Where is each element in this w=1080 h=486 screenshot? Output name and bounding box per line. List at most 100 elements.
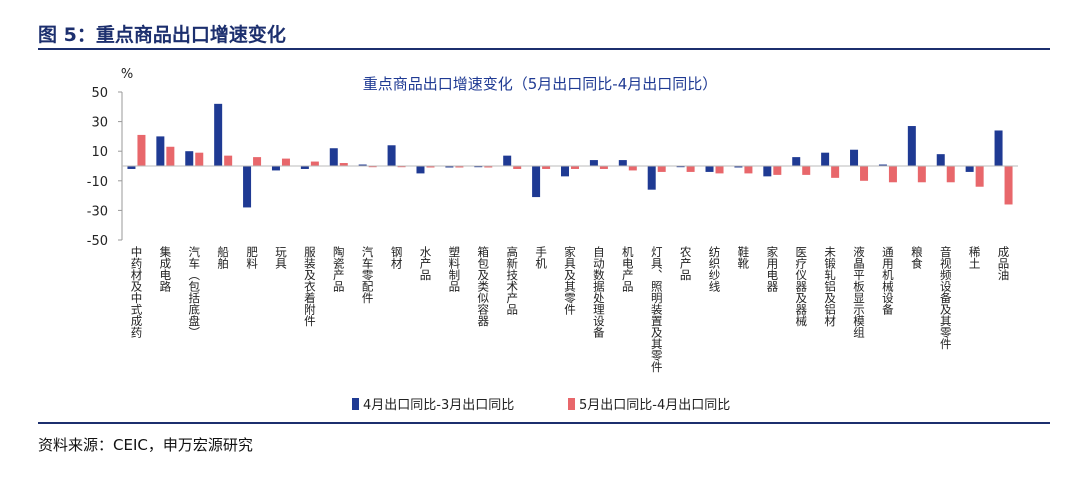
- bar-series1-26: [850, 149, 859, 166]
- x-tick-label: 未锻轧铝及铝材: [823, 246, 837, 327]
- bar-series2-30: [975, 166, 984, 187]
- x-tick-label: 塑料制品: [447, 245, 461, 292]
- bar-series1-14: [503, 155, 512, 166]
- y-unit-label: %: [121, 67, 133, 82]
- bar-series2-26: [860, 166, 869, 181]
- y-tick-label: 50: [91, 86, 108, 101]
- x-tick-label: 汽车零配件: [361, 245, 375, 304]
- bar-series2-11: [426, 166, 435, 168]
- bar-series1-2: [156, 136, 165, 166]
- bar-series2-1: [137, 134, 146, 166]
- bar-series2-12: [455, 166, 464, 168]
- x-tick-label: 玩具: [274, 246, 288, 269]
- bar-series1-12: [445, 166, 454, 168]
- bar-series2-10: [397, 166, 406, 168]
- bar-series1-31: [994, 130, 1003, 166]
- x-tick-label: 手机: [534, 245, 548, 269]
- bar-series1-20: [676, 166, 685, 168]
- x-tick-label: 农产品: [679, 245, 693, 280]
- x-tick-label: 灯具、照明装置及其零件: [650, 246, 664, 373]
- x-tick-label: 机电产品: [621, 245, 635, 292]
- bar-series1-7: [300, 166, 309, 169]
- bar-series1-17: [589, 160, 598, 166]
- bar-series2-25: [831, 166, 840, 178]
- bar-series2-3: [195, 152, 204, 166]
- bar-series2-2: [166, 146, 175, 166]
- bar-series2-4: [224, 155, 233, 166]
- bar-series2-17: [599, 166, 608, 169]
- legend-label-series2: 5月出口同比-4月出口同比: [579, 398, 730, 413]
- bar-series1-10: [387, 145, 396, 166]
- bar-series2-23: [773, 166, 782, 175]
- x-tick-label: 钢材: [390, 246, 404, 269]
- bar-series1-15: [532, 166, 541, 198]
- legend-swatch-series2: [568, 398, 575, 410]
- x-axis: 中药材及中式成药 集成电路 汽车（包括底盘） 船舶 肥料 玩具 服装及衣着附件 陶瓷产品 汽车零…: [122, 165, 1018, 373]
- bar-series2-24: [802, 166, 811, 175]
- x-tick-label: 服装及衣着附件: [303, 246, 317, 327]
- bar-series1-1: [127, 166, 136, 169]
- bar-series1-25: [821, 152, 830, 166]
- bars: [127, 103, 1013, 208]
- bar-series1-11: [416, 166, 425, 174]
- x-tick-label: 集成电路: [158, 245, 172, 293]
- bar-series1-27: [878, 164, 887, 166]
- bar-series1-24: [792, 157, 801, 166]
- bar-series1-3: [185, 151, 194, 166]
- x-tick-label: 自动数据处理设备: [592, 246, 606, 339]
- x-tick-label: 粮食: [910, 245, 924, 270]
- bar-series2-18: [628, 166, 637, 171]
- bar-series2-15: [542, 166, 551, 169]
- chart-title: 重点商品出口增速变化（5月出口同比-4月出口同比）: [363, 75, 718, 93]
- bar-series1-5: [243, 166, 252, 208]
- bar-series1-19: [647, 166, 656, 190]
- legend-label-series1: 4月出口同比-3月出口同比: [363, 398, 514, 413]
- bar-series2-14: [513, 166, 522, 169]
- bar-series1-13: [474, 166, 483, 168]
- x-tick-label: 家用电器: [765, 245, 779, 293]
- bar-series1-6: [271, 166, 280, 171]
- bar-series2-20: [686, 166, 695, 172]
- bar-series2-31: [1004, 166, 1013, 205]
- bar-series2-13: [484, 166, 493, 168]
- x-tick-label: 船舶: [216, 245, 230, 270]
- y-axis: 50 30 10 -10 -30 -50: [87, 86, 123, 249]
- x-tick-label: 通用机械设备: [881, 246, 895, 316]
- y-tick-label: -10: [87, 175, 108, 190]
- bar-series1-29: [936, 154, 945, 166]
- y-tick-label: -30: [87, 204, 108, 219]
- bar-series2-22: [744, 166, 753, 174]
- legend: 4月出口同比-3月出口同比 5月出口同比-4月出口同比: [352, 398, 730, 413]
- figure-title: 图 5：重点商品出口增速变化: [38, 24, 286, 46]
- x-tick-label: 肥料: [245, 246, 259, 270]
- y-tick-label: 30: [91, 116, 108, 131]
- bar-series2-29: [946, 166, 955, 183]
- bar-series1-23: [763, 166, 772, 177]
- source-note: 资料来源：CEIC，申万宏源研究: [38, 436, 253, 454]
- bar-series1-16: [561, 166, 569, 177]
- bar-series2-16: [571, 166, 579, 169]
- bar-series2-6: [281, 158, 290, 166]
- bar-series1-21: [705, 166, 714, 172]
- x-tick-label: 箱包及类似容器: [476, 245, 490, 327]
- x-tick-label: 纺织纱线: [708, 245, 722, 292]
- x-tick-label: 稀土: [968, 246, 982, 269]
- legend-swatch-series1: [352, 398, 359, 410]
- bar-series2-8: [339, 163, 348, 166]
- y-tick-label: 10: [91, 145, 108, 160]
- bar-series1-30: [965, 166, 974, 172]
- x-tick-label: 音视频设备及其零件: [939, 245, 953, 350]
- bar-series1-8: [329, 148, 338, 166]
- x-tick-label: 高新技术产品: [505, 245, 519, 315]
- bar-series1-28: [907, 126, 916, 166]
- bar-series2-5: [253, 157, 262, 166]
- bar-series2-28: [917, 166, 926, 183]
- bar-series2-9: [368, 166, 377, 168]
- bar-series2-27: [888, 166, 897, 183]
- x-tick-label: 陶瓷产品: [332, 245, 346, 292]
- x-tick-label: 中药材及中式成药: [129, 246, 143, 339]
- bar-series1-4: [214, 103, 223, 166]
- x-tick-label: 水产品: [418, 246, 432, 281]
- x-tick-label: 鞋靴: [736, 245, 750, 270]
